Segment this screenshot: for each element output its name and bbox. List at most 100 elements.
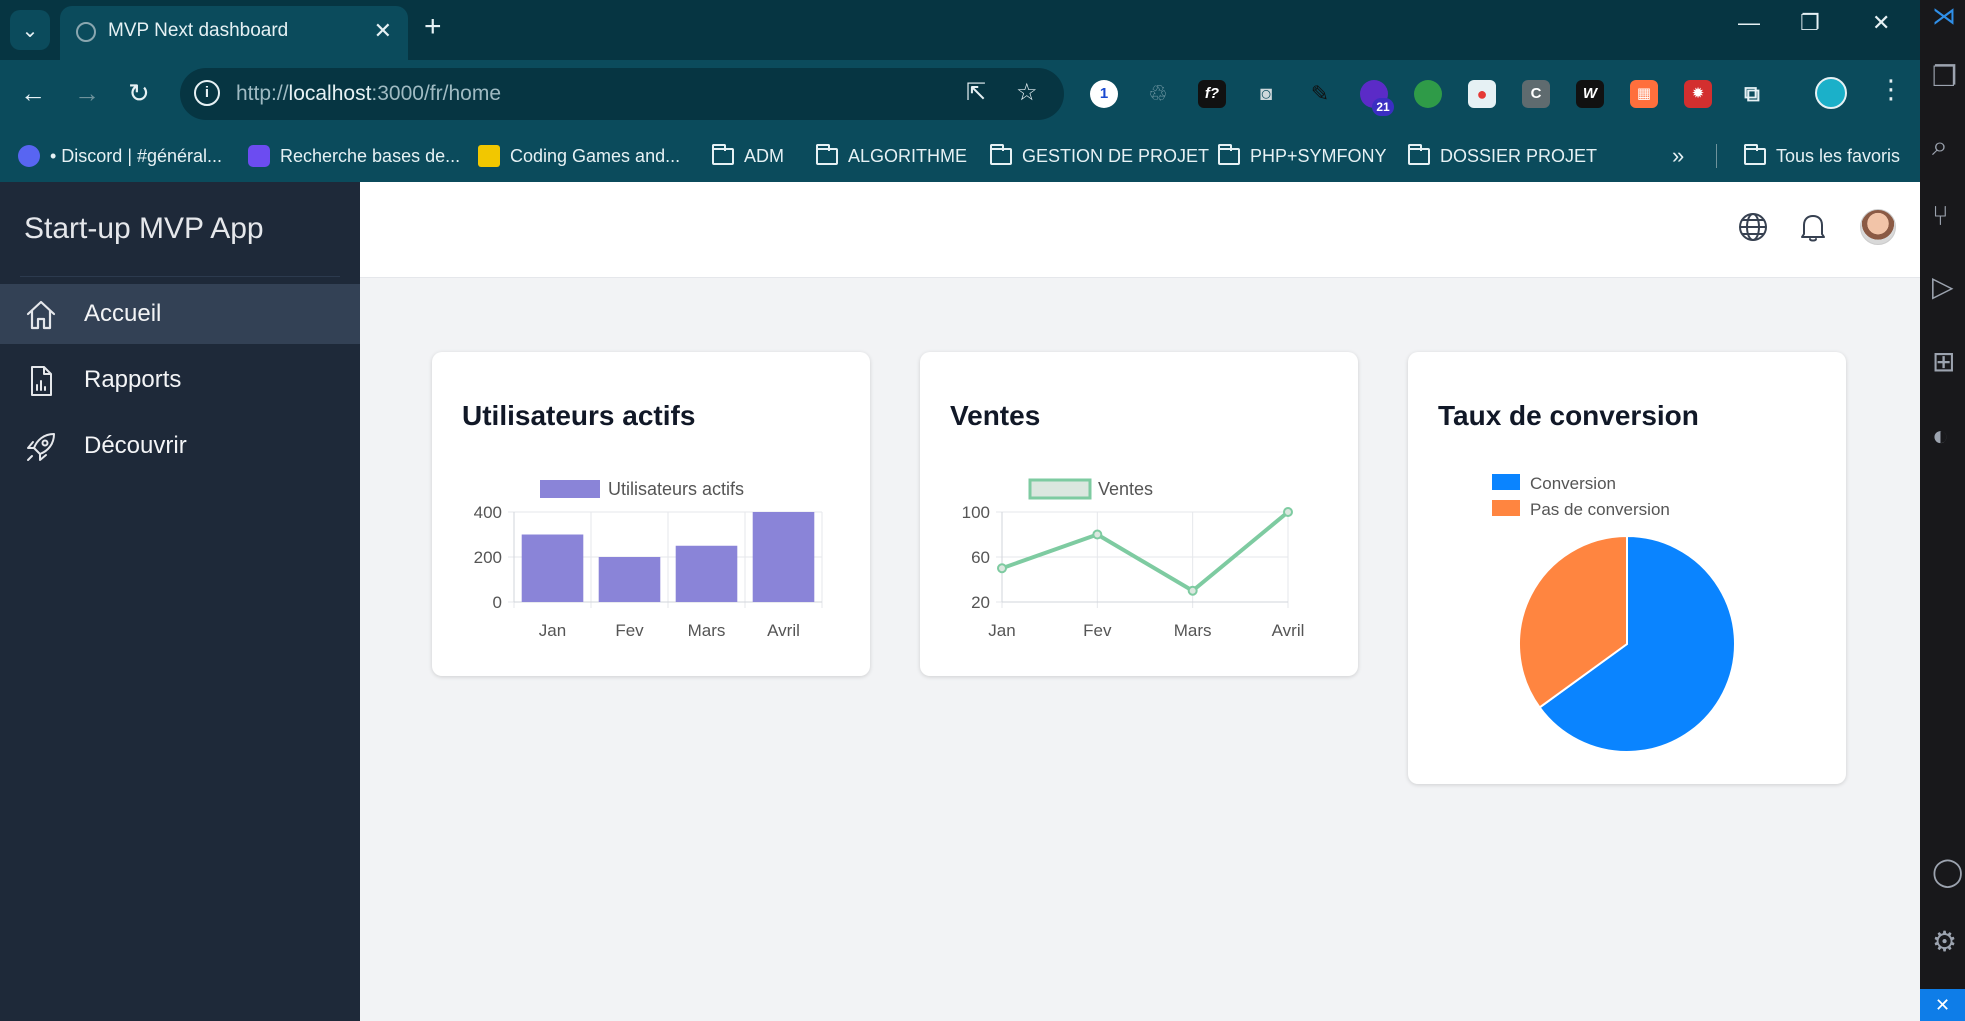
sidebar-item-accueil[interactable]: Accueil xyxy=(0,284,360,344)
address-bar[interactable]: i http://localhost:3000/fr/home ⇱ ☆ xyxy=(180,68,1064,120)
folder-icon xyxy=(712,143,734,165)
chevron-down-icon: ⌄ xyxy=(21,19,39,42)
all-bookmarks-button[interactable]: Tous les favoris xyxy=(1744,138,1900,174)
record-extension-icon[interactable]: ● xyxy=(1468,80,1496,108)
vscode-logo-icon[interactable]: ⋊ xyxy=(1932,3,1956,30)
bookmark-label: Recherche bases de... xyxy=(280,145,461,166)
pie-slice xyxy=(1538,534,1736,753)
x-tick-label: Mars xyxy=(688,621,726,640)
bookmarks-divider xyxy=(1716,144,1717,168)
sidebar-item-rapports[interactable]: Rapports xyxy=(0,350,360,410)
tab-title: MVP Next dashboard xyxy=(108,20,289,41)
layout-extension-icon[interactable]: ▦ xyxy=(1630,80,1658,108)
notifications-bell-icon[interactable] xyxy=(1796,210,1830,244)
manage-gear-icon[interactable]: ⚙ xyxy=(1932,926,1958,957)
data-point xyxy=(1187,585,1198,596)
active-users-bar-chart: Utilisateurs actifs 0 200 400 Jan Fev Mars Avri… xyxy=(474,479,823,640)
browser-profile-avatar[interactable] xyxy=(1815,77,1847,109)
legend-swatch xyxy=(1492,500,1520,516)
eyedropper-extension-icon[interactable]: ✎ xyxy=(1310,81,1330,106)
search-db-icon xyxy=(248,145,270,167)
c-extension-icon[interactable]: C xyxy=(1522,80,1550,108)
language-globe-icon[interactable] xyxy=(1736,210,1770,244)
bookmark-label: ALGORITHME xyxy=(848,145,968,166)
browser-chrome: ⌄ MVP Next dashboard ✕ + — ❐ ✕ ← → ↻ i h… xyxy=(0,0,1920,182)
bookmark-star-icon[interactable]: ☆ xyxy=(1016,79,1038,106)
card-active-users: Utilisateurs actifs Utilisateurs actifs 0… xyxy=(432,352,870,676)
camera-extension-icon[interactable]: ◙ xyxy=(1259,83,1273,105)
bookmark-label: PHP+SYMFONY xyxy=(1250,145,1387,166)
folder-icon xyxy=(816,143,838,165)
sales-line-chart: Ventes 20 60 100 Jan Fev Mars Avril xyxy=(962,478,1304,640)
remote-icon[interactable]: ◐ xyxy=(1932,420,1949,451)
bookmark-folder-algorithme[interactable]: ALGORITHME xyxy=(816,138,967,174)
browser-menu-icon[interactable]: ⋮ xyxy=(1878,74,1904,104)
font-extension-icon[interactable]: f? xyxy=(1198,80,1226,108)
sidebar-item-label: Rapports xyxy=(84,366,182,393)
card-title: Taux de conversion xyxy=(1438,400,1699,431)
data-point xyxy=(1283,507,1293,517)
back-icon[interactable]: ← xyxy=(20,78,46,108)
recycle-extension-icon[interactable]: ♲ xyxy=(1148,81,1168,106)
bookmark-label: Coding Games and... xyxy=(510,145,681,166)
y-tick-label: 200 xyxy=(474,548,502,567)
bookmark-discord[interactable]: • Discord | #général... xyxy=(18,138,222,174)
report-icon xyxy=(31,366,52,396)
search-icon[interactable]: ⌕ xyxy=(1932,130,1948,161)
app-brand[interactable]: Start-up MVP App xyxy=(24,212,264,245)
sidebar: Start-up MVP App Accueil Rapports Découv… xyxy=(0,182,360,1021)
sidebar-item-decouvrir[interactable]: Découvrir xyxy=(0,416,360,476)
folder-icon xyxy=(990,143,1012,165)
legend-label: Pas de conversion xyxy=(1530,500,1670,519)
bookmark-label: GESTION DE PROJET xyxy=(1022,145,1210,166)
tab-search-button[interactable]: ⌄ xyxy=(10,10,50,50)
bar xyxy=(598,557,661,602)
bookmark-folder-gestion[interactable]: GESTION DE PROJET xyxy=(990,138,1209,174)
bug-extension-icon[interactable]: ✹ xyxy=(1684,80,1712,108)
bookmark-label: DOSSIER PROJET xyxy=(1440,145,1598,166)
bookmark-recherche[interactable]: Recherche bases de... xyxy=(248,138,460,174)
card-title: Utilisateurs actifs xyxy=(462,400,696,431)
active-tab[interactable]: MVP Next dashboard ✕ xyxy=(60,6,408,60)
legend-swatch xyxy=(540,480,600,498)
open-in-app-icon[interactable]: ⇱ xyxy=(966,79,987,106)
y-tick-label: 100 xyxy=(962,503,990,522)
explorer-icon[interactable]: ❐ xyxy=(1932,61,1958,92)
reload-icon[interactable]: ↻ xyxy=(128,78,150,108)
bookmark-codingame[interactable]: Coding Games and... xyxy=(478,138,680,174)
user-avatar[interactable] xyxy=(1860,209,1896,245)
bar xyxy=(752,512,815,602)
bookmark-folder-dossier[interactable]: DOSSIER PROJET xyxy=(1408,138,1597,174)
source-control-icon[interactable]: ⑂ xyxy=(1932,200,1949,231)
w-extension-icon[interactable]: W xyxy=(1576,80,1604,108)
site-info-icon[interactable]: i xyxy=(194,80,220,106)
cookie-extension-icon[interactable] xyxy=(1414,80,1442,108)
close-window-icon[interactable]: ✕ xyxy=(1872,10,1891,35)
remote-status-icon[interactable]: ✕ xyxy=(1920,989,1965,1021)
data-point xyxy=(1092,529,1103,540)
x-tick-label: Mars xyxy=(1174,621,1212,640)
x-tick-label: Avril xyxy=(767,621,800,640)
home-icon xyxy=(26,300,56,330)
legend-swatch xyxy=(1028,478,1092,500)
folder-icon xyxy=(1744,143,1766,165)
new-tab-button[interactable]: + xyxy=(424,10,442,43)
y-tick-label: 400 xyxy=(474,503,502,522)
more-bookmarks-button[interactable]: » xyxy=(1672,138,1684,174)
extensions-icon[interactable]: ⊞ xyxy=(1932,346,1956,377)
minimize-window-icon[interactable]: — xyxy=(1738,10,1760,35)
forward-icon[interactable]: → xyxy=(74,78,100,108)
url-text[interactable]: http://localhost:3000/fr/home xyxy=(236,82,502,105)
bookmark-folder-adm[interactable]: ADM xyxy=(712,138,784,174)
extensions-puzzle-icon[interactable]: ⧉ xyxy=(1744,81,1760,106)
x-tick-label: Fev xyxy=(1083,621,1112,640)
restore-window-icon[interactable]: ❐ xyxy=(1800,10,1820,35)
x-tick-label: Jan xyxy=(539,621,566,640)
close-tab-icon[interactable]: ✕ xyxy=(373,18,392,43)
top-bar xyxy=(360,182,1920,278)
legend-label: Utilisateurs actifs xyxy=(608,479,744,499)
bookmark-folder-php[interactable]: PHP+SYMFONY xyxy=(1218,138,1387,174)
run-debug-icon[interactable]: ▷ xyxy=(1932,271,1954,302)
account-icon[interactable]: ◯ xyxy=(1932,856,1964,887)
password-manager-icon[interactable]: 1 xyxy=(1090,80,1118,108)
